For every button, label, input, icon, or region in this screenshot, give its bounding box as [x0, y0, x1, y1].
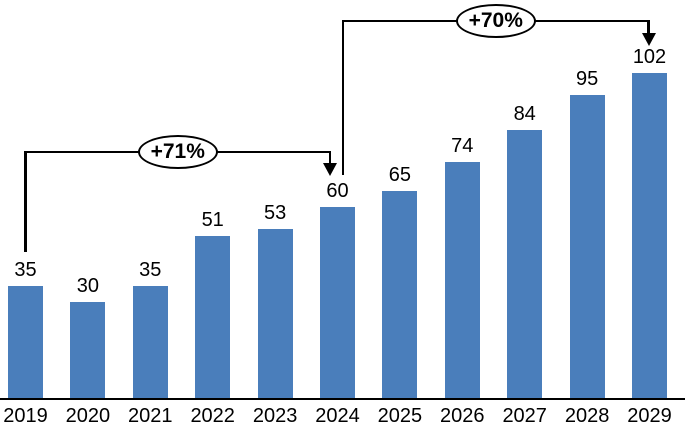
bar-2022 [195, 235, 231, 398]
value-label-2024: 60 [326, 179, 349, 202]
value-label-2022: 51 [201, 208, 224, 231]
value-label-2019: 35 [14, 259, 37, 282]
bracket-start-tail [341, 21, 345, 175]
value-label-2027: 84 [513, 103, 536, 126]
growth-percent-badge: +70% [455, 4, 536, 38]
value-label-2021: 35 [139, 259, 162, 282]
value-label-2028: 95 [575, 68, 599, 91]
bar-2028 [569, 95, 605, 398]
value-label-2026: 74 [451, 135, 474, 158]
x-tick-2026: 2026 [440, 405, 485, 427]
bracket-arrow-shaft [328, 152, 332, 165]
x-tick-2022: 2022 [190, 405, 235, 427]
x-tick-2024: 2024 [315, 405, 360, 427]
x-axis-line [0, 398, 685, 400]
bar-2021 [132, 286, 168, 398]
bar-2027 [507, 130, 543, 398]
x-tick-2021: 2021 [128, 405, 173, 427]
bar-2026 [444, 162, 480, 398]
growth-percent-badge: +71% [137, 135, 218, 169]
x-tick-2025: 2025 [377, 405, 423, 427]
x-tick-2027: 2027 [502, 405, 547, 427]
value-label-2029: 102 [632, 46, 667, 69]
bar-2024 [320, 206, 355, 398]
bar-2020 [70, 302, 106, 398]
x-tick-2020: 2020 [65, 405, 111, 427]
value-label-2023: 53 [263, 202, 287, 225]
value-label-2025: 65 [388, 163, 412, 186]
x-tick-2028: 2028 [564, 405, 610, 427]
arrow-down-icon [641, 33, 656, 46]
bar-2019 [8, 286, 43, 398]
bar-2023 [257, 229, 293, 398]
arrow-down-icon [323, 163, 337, 176]
value-label-2020: 30 [76, 275, 100, 298]
x-tick-2023: 2023 [252, 405, 298, 427]
x-tick-2029: 2029 [627, 405, 672, 427]
bracket-arrow-shaft [647, 21, 650, 35]
bar-2025 [382, 190, 418, 398]
x-tick-2019: 2019 [3, 405, 48, 427]
bracket-start-tail [24, 152, 27, 252]
bar-2029 [632, 73, 667, 398]
